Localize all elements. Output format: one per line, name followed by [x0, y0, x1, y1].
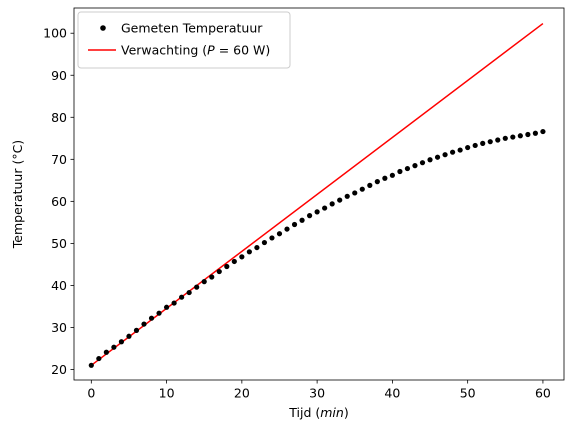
- legend-label-expected-main: Verwachting (: [121, 43, 207, 58]
- data-point-measured: [427, 157, 433, 163]
- data-point-measured: [457, 147, 463, 153]
- legend: Gemeten Temperatuur Verwachting (P = 60 …: [77, 11, 291, 69]
- series-layer: [88, 22, 546, 368]
- data-point-measured: [510, 134, 516, 140]
- data-point-measured: [540, 128, 546, 135]
- data-point-measured: [171, 300, 177, 306]
- data-point-measured: [352, 190, 358, 196]
- data-point-measured: [359, 186, 365, 192]
- y-tick-label: 100: [43, 26, 67, 41]
- data-point-measured: [525, 131, 531, 138]
- data-point-measured: [118, 339, 125, 345]
- legend-label-expected-var: P: [207, 43, 215, 58]
- data-point-measured: [163, 304, 170, 310]
- legend-frame: [77, 11, 291, 69]
- x-tick-label: 20: [234, 386, 250, 401]
- legend-label-expected: Verwachting (P = 60 W): [121, 43, 270, 58]
- data-point-measured: [179, 294, 185, 300]
- x-tick-label: 10: [159, 386, 175, 401]
- data-point-measured: [450, 149, 456, 155]
- y-tick-label: 20: [51, 362, 67, 377]
- data-point-measured: [419, 160, 426, 166]
- data-point-measured: [276, 231, 283, 237]
- axes-frame: [73, 7, 565, 381]
- x-axis-label: Tijd (min): [288, 405, 348, 420]
- data-point-measured: [111, 344, 117, 350]
- y-tick-label: 60: [51, 194, 67, 209]
- data-point-measured: [367, 182, 373, 188]
- x-axis-label-unit: min: [320, 405, 344, 420]
- data-point-measured: [194, 284, 200, 290]
- data-point-measured: [412, 163, 418, 169]
- data-point-measured: [209, 274, 215, 280]
- data-point-measured: [374, 179, 380, 185]
- data-point-measured: [487, 139, 493, 145]
- legend-label-measured: Gemeten Temperatuur: [121, 21, 263, 36]
- data-point-measured: [344, 193, 350, 199]
- data-point-measured: [201, 279, 207, 285]
- x-axis-label-close: ): [344, 405, 349, 420]
- data-point-measured: [254, 244, 260, 251]
- data-point-measured: [186, 289, 192, 296]
- data-point-measured: [382, 175, 388, 181]
- data-point-measured: [96, 355, 102, 362]
- data-point-measured: [141, 321, 147, 327]
- x-tick-label: 50: [460, 386, 476, 401]
- data-point-measured: [148, 315, 155, 321]
- legend-label-expected-rest: = 60 W): [215, 43, 271, 58]
- data-point-measured: [465, 144, 471, 151]
- data-point-measured: [502, 135, 508, 141]
- y-tick-label: 40: [51, 278, 67, 293]
- data-point-measured: [261, 239, 268, 246]
- data-point-measured: [133, 327, 140, 333]
- data-point-measured: [480, 140, 486, 146]
- x-axis-label-main: Tijd (: [288, 405, 320, 420]
- x-tick-label: 0: [87, 386, 95, 401]
- y-tick-label: 90: [51, 68, 67, 83]
- data-point-measured: [88, 362, 94, 368]
- data-point-measured: [216, 268, 222, 275]
- data-point-measured: [156, 310, 162, 316]
- data-point-measured: [246, 249, 252, 255]
- data-point-measured: [472, 142, 478, 149]
- data-point-measured: [269, 235, 275, 241]
- y-tick-label: 50: [51, 236, 67, 251]
- data-point-measured: [337, 197, 343, 203]
- y-tick-label: 70: [51, 152, 67, 167]
- y-tick-label: 30: [51, 320, 67, 335]
- data-point-measured: [495, 137, 501, 143]
- x-tick-label: 60: [535, 386, 551, 401]
- data-point-measured: [517, 133, 523, 139]
- data-point-measured: [532, 130, 538, 136]
- data-point-measured: [239, 254, 245, 260]
- data-point-measured: [284, 226, 290, 232]
- data-point-measured: [103, 349, 109, 355]
- data-point-measured: [314, 209, 320, 215]
- data-point-measured: [397, 168, 403, 175]
- data-point-measured: [231, 258, 237, 265]
- data-point-measured: [126, 333, 132, 339]
- data-point-measured: [404, 165, 411, 172]
- data-point-measured: [442, 152, 448, 158]
- legend-marker-measured: [100, 25, 106, 31]
- data-point-measured: [291, 221, 298, 228]
- axes-layer: 0 10 20 30 40 50 60 20 30 40 50 60 70 80 90 100: [43, 7, 565, 401]
- data-point-measured: [434, 154, 441, 160]
- x-tick-label: 40: [384, 386, 400, 401]
- data-point-measured: [322, 205, 328, 211]
- y-axis-label: Temperatuur (°C): [10, 140, 25, 249]
- data-point-measured: [329, 201, 335, 207]
- y-tick-label: 80: [51, 110, 67, 125]
- data-point-measured: [389, 172, 395, 178]
- data-point-measured: [224, 263, 230, 270]
- data-point-measured: [299, 217, 305, 223]
- x-tick-label: 30: [309, 386, 325, 401]
- data-point-measured: [306, 213, 313, 219]
